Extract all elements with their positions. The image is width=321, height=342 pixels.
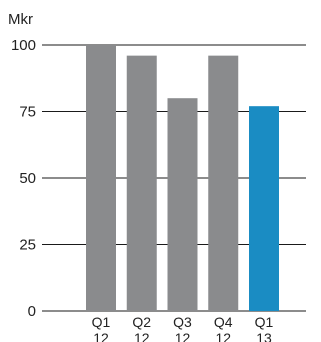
y-axis-unit-label: Mkr [8,11,33,28]
y-tick-label: 0 [28,303,36,320]
bar [86,45,116,311]
x-category-label: Q1 [92,314,111,330]
bar [167,98,198,311]
bars [86,45,279,312]
y-axis-tick-labels: 0 25 50 75 100 [11,37,36,320]
y-tick-label: 50 [19,170,36,187]
x-category-label: Q4 [214,314,233,330]
x-category-label: Q2 [132,314,151,330]
x-category-label: Q1 [255,314,274,330]
x-category-label: Q3 [173,314,192,330]
x-category-year-label: 12 [134,330,150,342]
y-tick-label: 75 [19,104,36,121]
x-category-year-label: 12 [175,330,191,342]
x-category-year-label: 13 [256,330,272,342]
y-tick-label: 100 [11,37,36,54]
bar [208,55,239,311]
bar [126,55,157,311]
y-tick-label: 25 [19,237,36,254]
x-category-year-label: 12 [93,330,109,342]
bar-highlighted [249,106,279,312]
x-category-year-label: 12 [215,330,231,342]
